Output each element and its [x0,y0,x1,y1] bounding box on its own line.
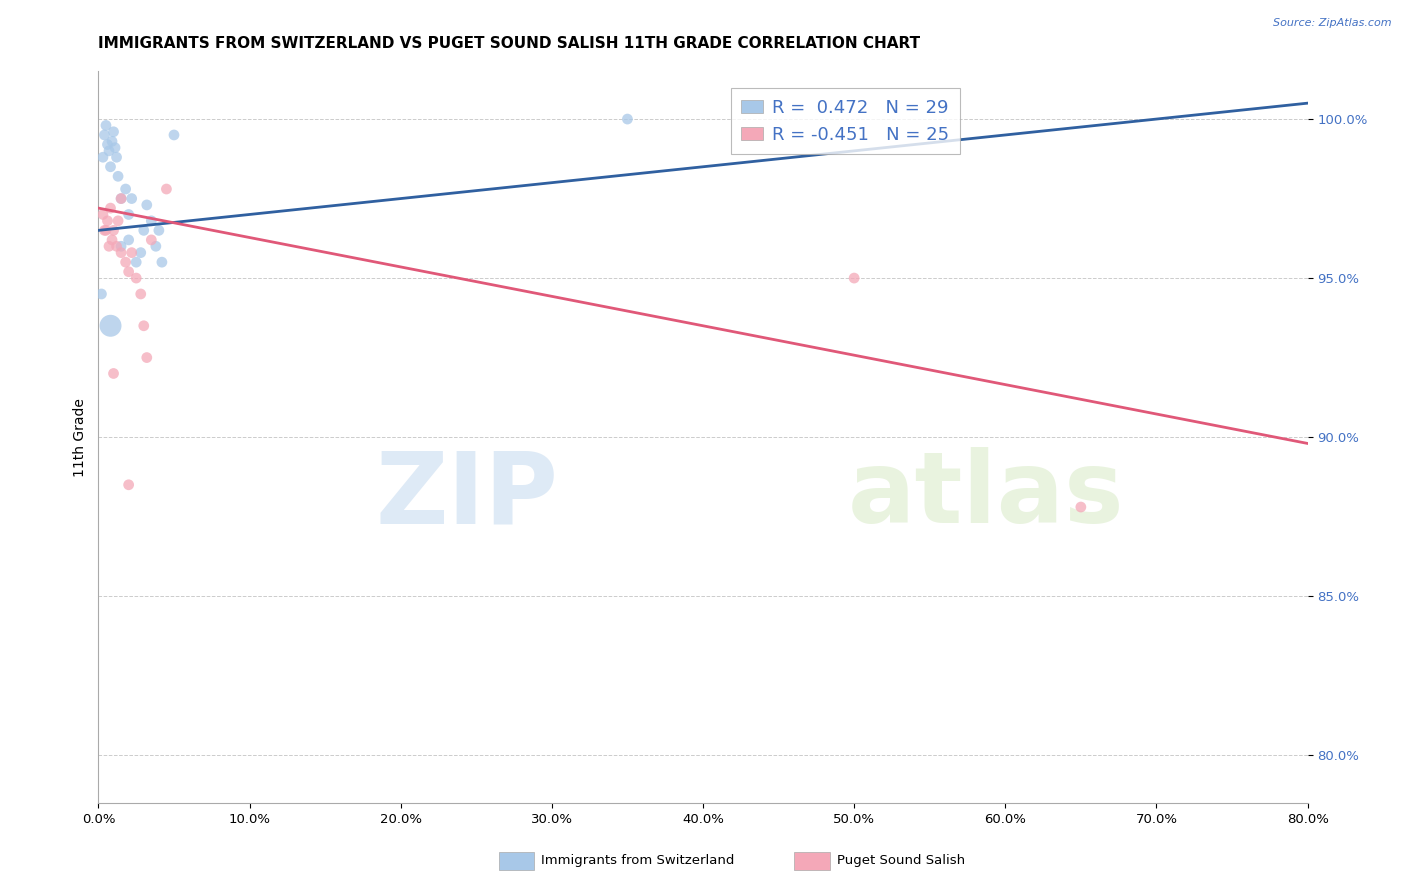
Point [1070,500,1092,514]
Point [145,239,167,253]
Point [148,223,170,237]
Point [118,477,141,491]
Point [96,214,118,228]
Point [90,287,112,301]
Point [103,367,125,381]
Point [616,112,638,126]
Point [98,239,121,253]
Point [132,318,155,333]
Point [110,192,132,206]
Point [121,245,143,260]
Point [118,265,141,279]
Point [121,192,143,206]
Point [135,198,157,212]
Point [96,137,118,152]
Point [103,125,125,139]
Point [107,169,129,184]
Point [100,318,122,333]
Point [93,128,115,142]
Point [129,245,152,260]
Text: IMMIGRANTS FROM SWITZERLAND VS PUGET SOUND SALISH 11TH GRADE CORRELATION CHART: IMMIGRANTS FROM SWITZERLAND VS PUGET SOU… [98,36,921,51]
Point [105,150,128,164]
Point [114,182,136,196]
Point [107,214,129,228]
Point [132,223,155,237]
Point [163,128,186,142]
Point [91,207,114,221]
Point [110,239,132,253]
Point [101,233,124,247]
Point [104,141,127,155]
Point [125,255,148,269]
Point [155,182,177,196]
Point [844,271,866,285]
Legend: R =  0.472   N = 29, R = -0.451   N = 25: R = 0.472 N = 29, R = -0.451 N = 25 [731,87,960,154]
Point [114,255,136,269]
Point [141,214,163,228]
Point [103,223,125,237]
Point [101,134,124,148]
Point [110,245,132,260]
Point [105,239,128,253]
Point [98,144,121,158]
Text: Immigrants from Switzerland: Immigrants from Switzerland [541,855,735,867]
Y-axis label: 11th Grade: 11th Grade [73,398,87,476]
Point [135,351,157,365]
Text: Puget Sound Salish: Puget Sound Salish [837,855,965,867]
Point [125,271,148,285]
Point [150,255,173,269]
Point [118,233,141,247]
Text: ZIP: ZIP [375,447,558,544]
Point [94,223,117,237]
Point [94,119,117,133]
Point [110,192,132,206]
Text: Source: ZipAtlas.com: Source: ZipAtlas.com [1274,18,1392,28]
Point [118,207,141,221]
Text: atlas: atlas [848,447,1125,544]
Point [100,160,122,174]
Point [93,223,115,237]
Point [100,201,122,215]
Point [141,233,163,247]
Point [91,150,114,164]
Point [129,287,152,301]
